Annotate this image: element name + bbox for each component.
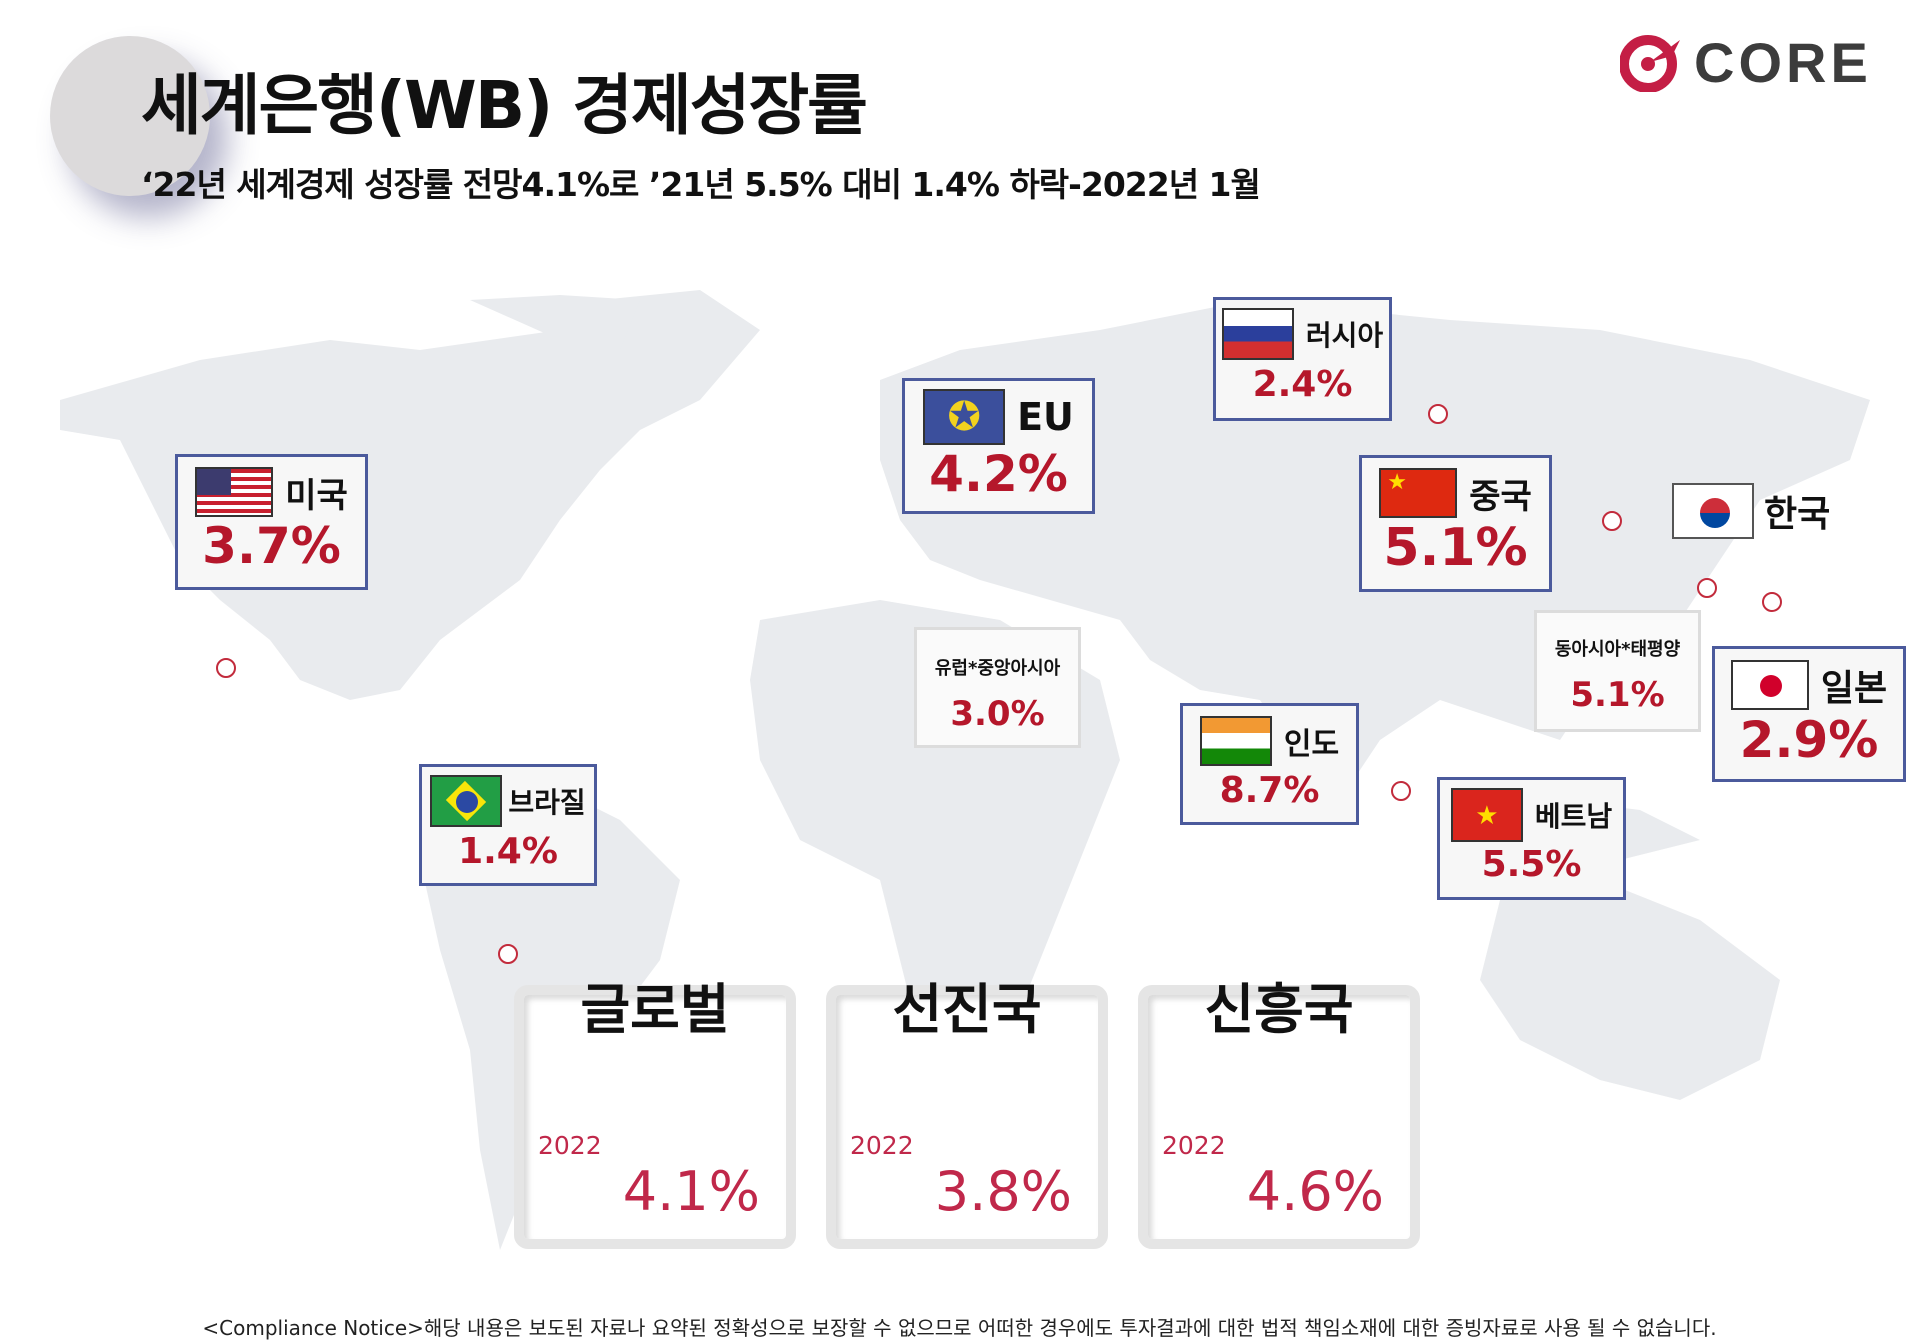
- vietnam-location-marker: [1391, 781, 1411, 801]
- summary-title: 선진국: [892, 978, 1042, 1041]
- vietnam-label: 베트남: [1534, 800, 1613, 833]
- usa-label: 미국: [285, 475, 348, 516]
- compliance-notice: <Compliance Notice>해당 내용은 보도된 자료나 요약된 정확…: [202, 1316, 1717, 1340]
- vietnam-card: ★ 베트남 5.5%: [1437, 777, 1626, 900]
- brazil-card: 브라질 1.4%: [419, 764, 597, 886]
- japan-label: 일본: [1820, 668, 1888, 709]
- advanced-economies-summary-card: 선진국 2022 3.8%: [826, 978, 1108, 1249]
- korea-label: 한국: [1764, 494, 1831, 535]
- page-title: 세계은행(WB) 경제성장률: [141, 67, 868, 144]
- china-location-marker: [1602, 511, 1622, 531]
- vietnam-flag-icon: ★: [1450, 788, 1523, 842]
- russia-flag-icon: [1221, 308, 1294, 360]
- russia-card: 러시아 2.4%: [1213, 297, 1392, 421]
- summary-year: 2022: [1162, 1131, 1226, 1160]
- usa-value: 3.7%: [202, 517, 341, 575]
- china-value: 5.1%: [1383, 518, 1528, 578]
- korea-flag-icon: [1672, 483, 1754, 539]
- japan-location-marker: [1762, 592, 1782, 612]
- summary-value: 3.8%: [934, 1160, 1072, 1223]
- emerging-economies-summary-card: 신흥국 2022 4.6%: [1138, 978, 1420, 1249]
- eu-flag-icon: ✪: [923, 389, 1006, 445]
- usa-flag-icon: [195, 467, 274, 517]
- russia-value: 2.4%: [1252, 364, 1353, 405]
- vietnam-value: 5.5%: [1481, 844, 1582, 885]
- india-value: 8.7%: [1219, 770, 1320, 811]
- japan-card: 일본 2.9%: [1712, 646, 1906, 782]
- summary-title: 글로벌: [580, 978, 730, 1041]
- korea-location-marker: [1697, 578, 1717, 598]
- east-asia-value: 5.1%: [1570, 675, 1665, 715]
- eu-card: ✪ EU 4.2%: [902, 378, 1095, 514]
- india-flag-icon: [1199, 716, 1272, 766]
- summary-year: 2022: [538, 1131, 602, 1160]
- summary-value: 4.6%: [1246, 1160, 1384, 1223]
- europe-central-asia-card: 유럽*중앙아시아 3.0%: [914, 627, 1081, 748]
- eu-value: 4.2%: [929, 445, 1068, 503]
- india-label: 인도: [1283, 727, 1340, 762]
- summary-year: 2022: [850, 1131, 914, 1160]
- japan-value: 2.9%: [1739, 711, 1879, 769]
- russia-label: 러시아: [1305, 319, 1384, 352]
- summary-title: 신흥국: [1204, 978, 1354, 1041]
- usa-card: 미국 3.7%: [175, 454, 368, 590]
- usa-location-marker: [216, 658, 236, 678]
- brazil-value: 1.4%: [458, 831, 558, 872]
- europe-central-asia-label: 유럽*중앙아시아: [934, 658, 1061, 679]
- china-label: 중국: [1469, 476, 1532, 517]
- china-flag-icon: ★: [1379, 468, 1458, 518]
- brazil-flag-icon: [430, 775, 503, 827]
- core-logo: CORE: [1620, 30, 1872, 95]
- page-subtitle: ‘22년 세계경제 성장률 전망4.1%로 ’21년 5.5% 대비 1.4% …: [141, 165, 1261, 204]
- brazil-location-marker: [498, 944, 518, 964]
- korea-label-group: 한국: [1672, 483, 1830, 539]
- china-card: ★ 중국 5.1%: [1359, 455, 1552, 592]
- india-card: 인도 8.7%: [1180, 703, 1359, 825]
- brazil-label: 브라질: [508, 786, 586, 819]
- summary-value: 4.1%: [622, 1160, 760, 1223]
- russia-location-marker: [1428, 404, 1448, 424]
- decorative-circle: [50, 36, 210, 196]
- logo-text: CORE: [1694, 31, 1872, 94]
- east-asia-label: 동아시아*태평양: [1554, 639, 1681, 660]
- japan-flag-icon: [1730, 660, 1809, 710]
- eu-label: EU: [1017, 395, 1074, 439]
- east-asia-card: 동아시아*태평양 5.1%: [1534, 610, 1701, 732]
- europe-central-asia-value: 3.0%: [950, 694, 1045, 734]
- global-summary-card: 글로벌 2022 4.1%: [514, 978, 796, 1249]
- core-logo-icon: [1620, 34, 1680, 92]
